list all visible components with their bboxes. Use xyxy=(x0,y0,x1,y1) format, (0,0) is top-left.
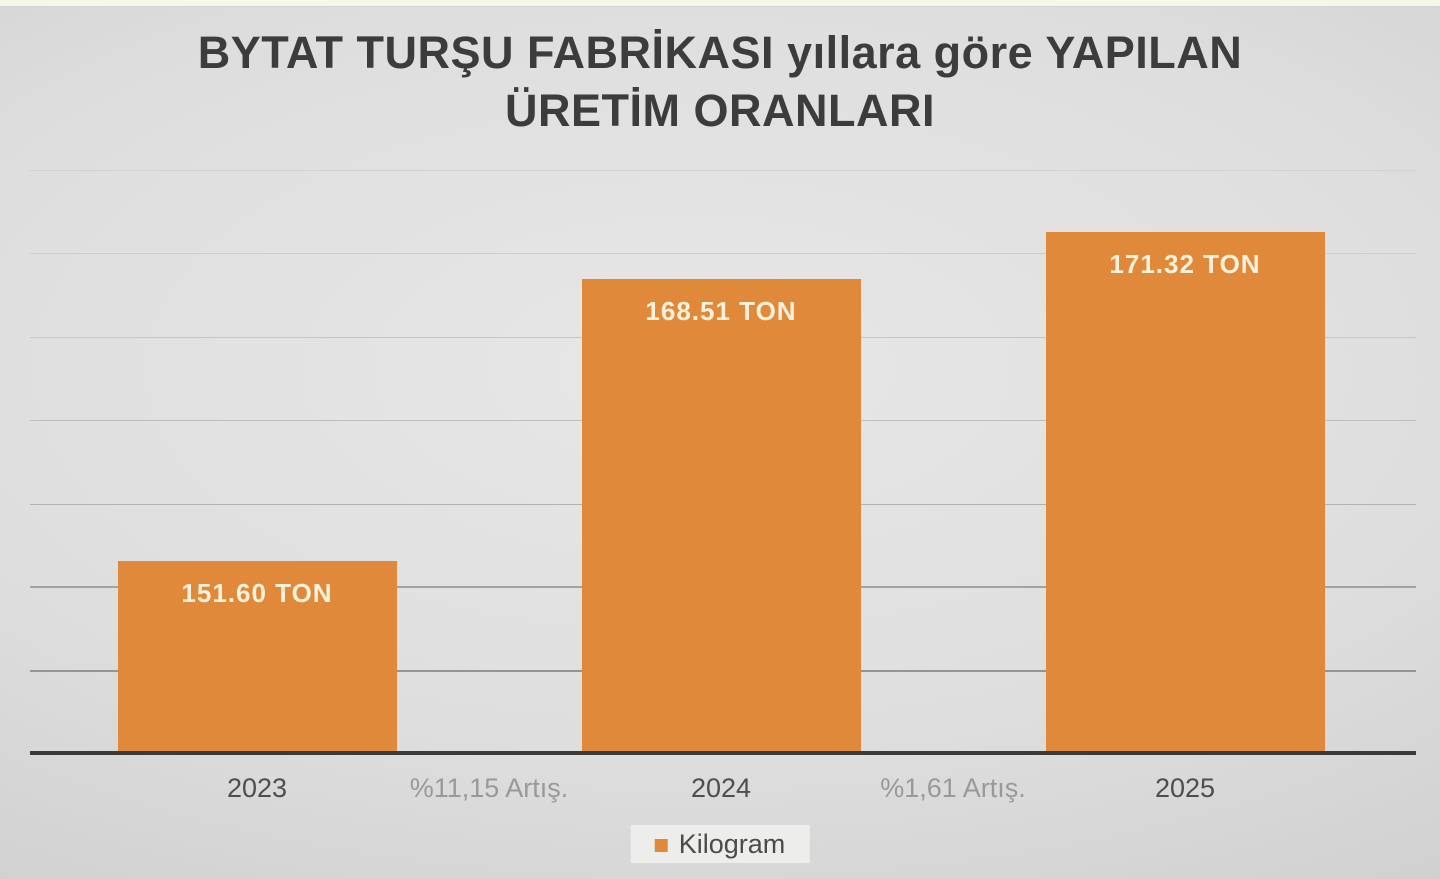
bar-value-label: 168.51 TON xyxy=(645,296,797,327)
x-axis-line xyxy=(30,751,1416,755)
x-axis-label-year: 2024 xyxy=(690,773,752,803)
x-axis-label-year: 2025 xyxy=(1154,773,1216,803)
chart-title-line2: ÜRETİM ORANLARI xyxy=(505,85,935,136)
chart-title-line1: BYTAT TURŞU FABRİKASI yıllara göre YAPIL… xyxy=(197,27,1243,78)
slide-top-edge xyxy=(0,0,1440,7)
bar-value-label: 151.60 TON xyxy=(181,578,333,609)
x-axis-label-increase: %11,15 Artış. xyxy=(409,773,569,803)
bar-value-label: 171.32 TON xyxy=(1109,249,1261,280)
x-axis-label-year: 2023 xyxy=(226,773,288,803)
gridline xyxy=(30,170,1416,171)
x-axis-label-increase: %1,61 Artış. xyxy=(880,773,1026,803)
legend-label: Kilogram xyxy=(678,828,786,859)
gridline xyxy=(30,253,1416,255)
legend: Kilogram xyxy=(630,825,810,863)
chart-title: BYTAT TURŞU FABRİKASI yıllara göre YAPIL… xyxy=(0,24,1440,140)
bar: 168.51 TON xyxy=(581,279,861,751)
legend-color-swatch-icon xyxy=(654,838,668,852)
bar: 151.60 TON xyxy=(117,561,397,751)
bar: 171.32 TON xyxy=(1045,232,1325,751)
